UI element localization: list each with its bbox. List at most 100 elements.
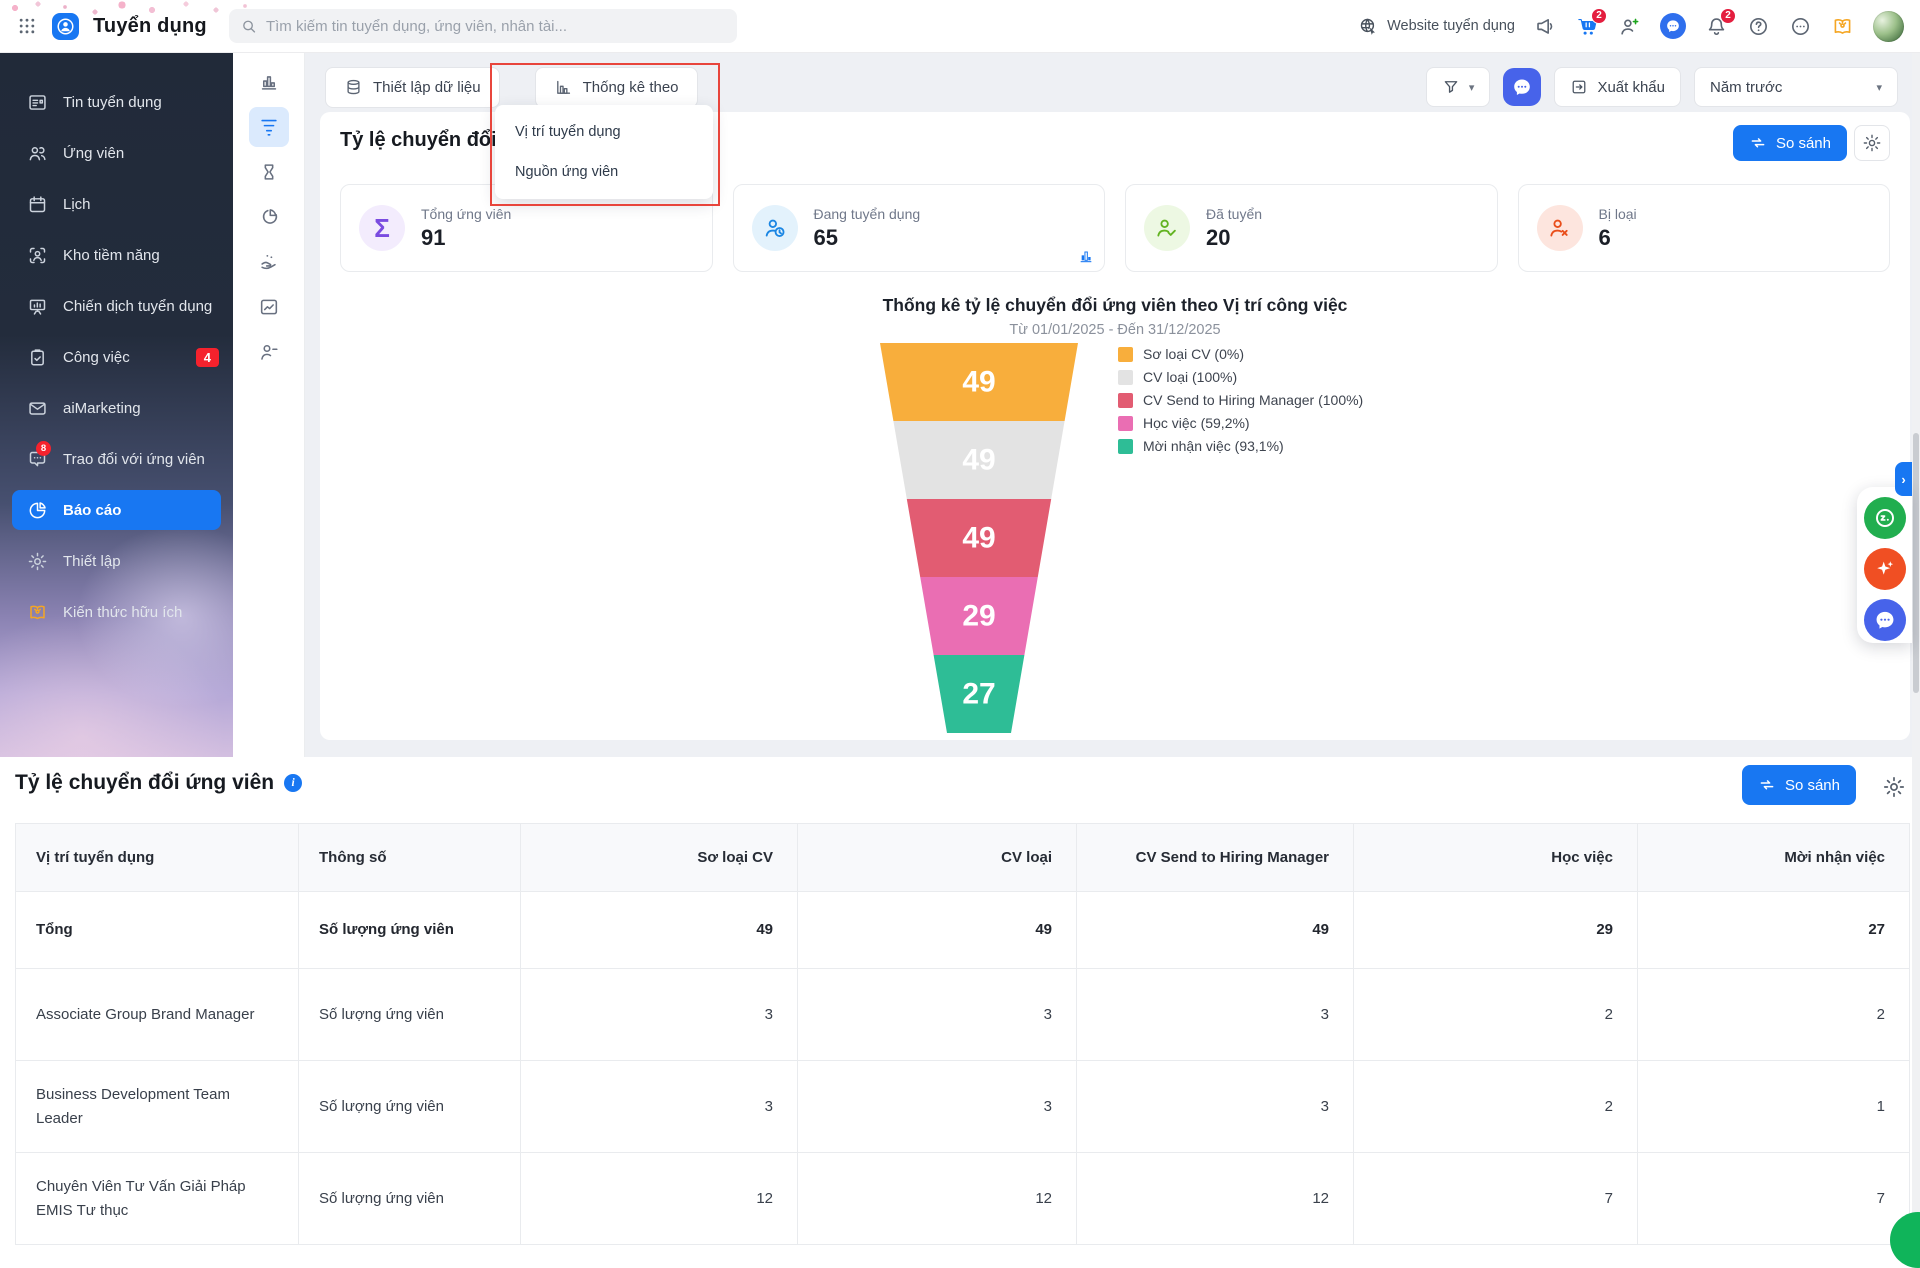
tab-stats-by[interactable]: Thống kê theo	[535, 67, 698, 108]
rail-item-2[interactable]	[249, 152, 289, 192]
compare-button[interactable]: So sánh	[1733, 125, 1847, 161]
tab-data-setup[interactable]: Thiết lập dữ liệu	[325, 67, 500, 108]
value-cell: 49	[1077, 892, 1354, 969]
sidebar-item-label: Công việc	[63, 349, 130, 366]
compare-arrows-icon	[1758, 776, 1776, 794]
gear-icon	[1862, 133, 1882, 153]
tasks-icon	[27, 347, 48, 368]
sidebar-item-4[interactable]: Chiến dịch tuyển dụng	[0, 281, 233, 332]
bell-badge: 2	[1720, 8, 1736, 24]
funnel-value: 49	[962, 444, 995, 477]
value-cell: 12	[1077, 1153, 1354, 1245]
messenger-icon[interactable]	[1660, 13, 1686, 39]
legend-swatch	[1118, 347, 1133, 362]
more-icon[interactable]	[1789, 15, 1812, 38]
sidebar-item-label: Tin tuyển dụng	[63, 94, 162, 111]
person-add-icon[interactable]	[1618, 15, 1641, 38]
user-clock-icon	[752, 205, 798, 251]
chat-bubble-icon[interactable]	[1864, 599, 1906, 641]
chat-widget-button[interactable]	[1503, 68, 1541, 106]
rail-item-0[interactable]	[249, 62, 289, 102]
users-icon	[27, 143, 48, 164]
sidebar-item-label: Báo cáo	[63, 502, 121, 519]
bar-chart-icon	[554, 78, 573, 97]
cart-icon[interactable]: 2	[1576, 15, 1599, 38]
sidebar-item-5[interactable]: Công việc 4	[0, 332, 233, 383]
sidebar: Tin tuyển dụngỨng viênLịchKho tiềm năngC…	[0, 53, 233, 757]
mail-icon	[27, 398, 48, 419]
dropdown-item-0[interactable]: Vị trí tuyển dụng	[495, 112, 713, 152]
metric-cell: Số lượng ứng viên	[299, 892, 521, 969]
mini-chart-icon[interactable]	[1078, 248, 1094, 264]
stats-by-dropdown: Vị trí tuyển dụngNguồn ứng viên	[495, 105, 713, 199]
stat-card-1: Đang tuyển dụng65	[733, 184, 1106, 272]
sidebar-item-6[interactable]: aiMarketing	[0, 383, 233, 434]
app-launcher-icon[interactable]	[17, 16, 37, 36]
bell-icon[interactable]: 2	[1705, 15, 1728, 38]
chat-icon: 8	[27, 449, 48, 470]
settings-gear-button[interactable]	[1854, 125, 1890, 161]
sidebar-item-3[interactable]: Kho tiềm năng	[0, 230, 233, 281]
rail-item-1[interactable]	[249, 107, 289, 147]
sidebar-item-7[interactable]: 8 Trao đổi với ứng viên	[0, 434, 233, 485]
search-icon	[241, 18, 257, 35]
stat-label: Tổng ứng viên	[421, 206, 511, 222]
table-header-row: Vị trí tuyển dụngThông sốSơ loại CVCV lo…	[16, 824, 1910, 892]
funnel-value: 29	[962, 600, 995, 633]
campaign-icon	[27, 296, 48, 317]
rail-item-4[interactable]	[249, 242, 289, 282]
help-icon[interactable]	[1747, 15, 1770, 38]
rail-item-5[interactable]	[249, 287, 289, 327]
metric-cell: Số lượng ứng viên	[299, 1061, 521, 1153]
funnel-value: 49	[962, 366, 995, 399]
value-cell: 12	[521, 1153, 798, 1245]
legend-swatch	[1118, 416, 1133, 431]
stat-value: 65	[814, 225, 921, 251]
compare-button-label: So sánh	[1785, 777, 1840, 794]
ai-sparkle-icon[interactable]	[1864, 548, 1906, 590]
website-link[interactable]: Website tuyển dụng	[1358, 16, 1515, 37]
sidebar-item-10[interactable]: Kiến thức hữu ích	[0, 587, 233, 638]
value-cell: 27	[1638, 892, 1910, 969]
sidebar-item-9[interactable]: Thiết lập	[0, 536, 233, 587]
user-x-icon	[1537, 205, 1583, 251]
report-card: Tỷ lệ chuyển đổi ứng viên So sánh ΣTổng …	[320, 112, 1910, 740]
megaphone-icon[interactable]	[1534, 15, 1557, 38]
legend-item-0: Sơ loại CV (0%)	[1118, 346, 1363, 362]
rail-item-6[interactable]	[249, 332, 289, 372]
settings-gear-button[interactable]	[1876, 769, 1912, 805]
sidebar-item-label: Trao đổi với ứng viên	[63, 451, 205, 468]
collapse-chevron-icon[interactable]: ›	[1895, 462, 1912, 496]
export-button[interactable]: Xuất khẩu	[1554, 67, 1681, 107]
sidebar-item-2[interactable]: Lịch	[0, 179, 233, 230]
compare-button[interactable]: So sánh	[1742, 765, 1856, 805]
handbook-icon[interactable]	[1831, 15, 1854, 38]
value-cell: 12	[798, 1153, 1077, 1245]
sidebar-item-badge: 4	[196, 348, 219, 367]
sidebar-item-1[interactable]: Ứng viên	[0, 128, 233, 179]
funnel-value: 49	[962, 522, 995, 555]
legend-label: Sơ loại CV (0%)	[1143, 346, 1244, 362]
support-widget-panel	[1857, 487, 1912, 643]
rail-item-3[interactable]	[249, 197, 289, 237]
tab-stats-by-label: Thống kê theo	[583, 79, 679, 96]
avatar[interactable]	[1873, 11, 1904, 42]
legend-swatch	[1118, 439, 1133, 454]
column-header-2: Sơ loại CV	[521, 824, 798, 892]
conversion-section: Tỷ lệ chuyển đổi ứng viên i So sánh Vị t…	[0, 757, 1920, 1240]
period-select[interactable]: Năm trước ▾	[1694, 67, 1898, 107]
search-input[interactable]	[266, 18, 725, 35]
value-cell: 3	[521, 1061, 798, 1153]
metric-cell: Số lượng ứng viên	[299, 1153, 521, 1245]
zalo-chat-icon[interactable]	[1864, 497, 1906, 539]
dropdown-item-1[interactable]: Nguồn ứng viên	[495, 152, 713, 192]
sidebar-item-8[interactable]: Báo cáo	[12, 490, 221, 530]
conversion-section-title: Tỷ lệ chuyển đổi ứng viên	[15, 771, 274, 795]
legend-item-3: Học việc (59,2%)	[1118, 415, 1363, 431]
sidebar-item-0[interactable]: Tin tuyển dụng	[0, 77, 233, 128]
filter-button[interactable]: ▾	[1426, 67, 1491, 107]
scrollbar[interactable]	[1912, 53, 1920, 1240]
calendar-icon	[27, 194, 48, 215]
stat-value: 91	[421, 225, 511, 251]
info-icon[interactable]: i	[284, 774, 302, 792]
